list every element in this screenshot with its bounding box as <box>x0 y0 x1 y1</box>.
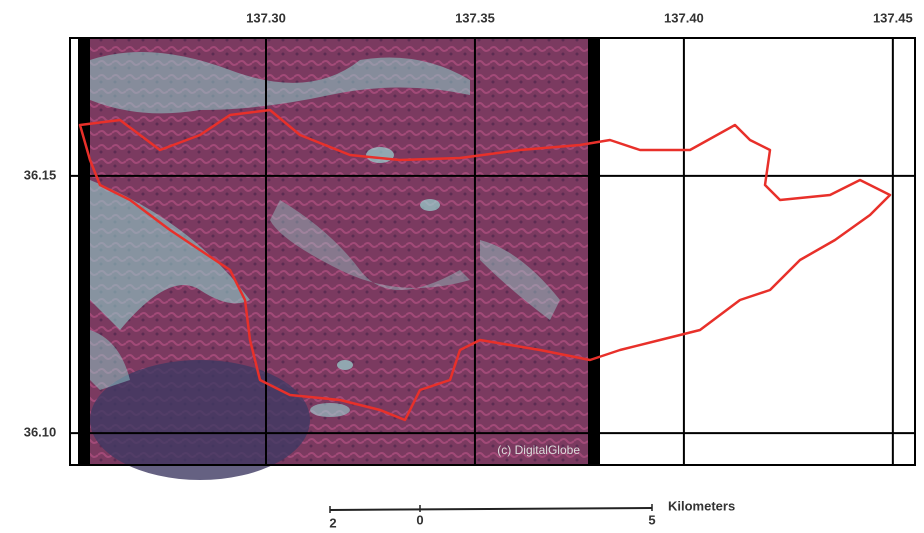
x-tick-label: 137.30 <box>246 10 286 25</box>
scale-label: 0 <box>416 512 423 527</box>
y-tick-label: 36.10 <box>24 425 57 440</box>
scale-unit: Kilometers <box>668 498 735 513</box>
scale-label: 2 <box>329 515 336 530</box>
credit-label: (c) DigitalGlobe <box>497 443 580 457</box>
scale-label: 5 <box>648 512 655 527</box>
x-tick-label: 137.40 <box>664 10 704 25</box>
y-tick-label: 36.15 <box>24 167 57 182</box>
satellite-image <box>78 38 600 480</box>
x-tick-label: 137.45 <box>873 10 913 25</box>
x-tick-label: 137.35 <box>455 10 495 25</box>
scale-bar: 2 0 5 Kilometers <box>329 498 735 530</box>
map-figure: (c) DigitalGlobe 2 0 5 Kilometers 137.30… <box>0 0 924 533</box>
